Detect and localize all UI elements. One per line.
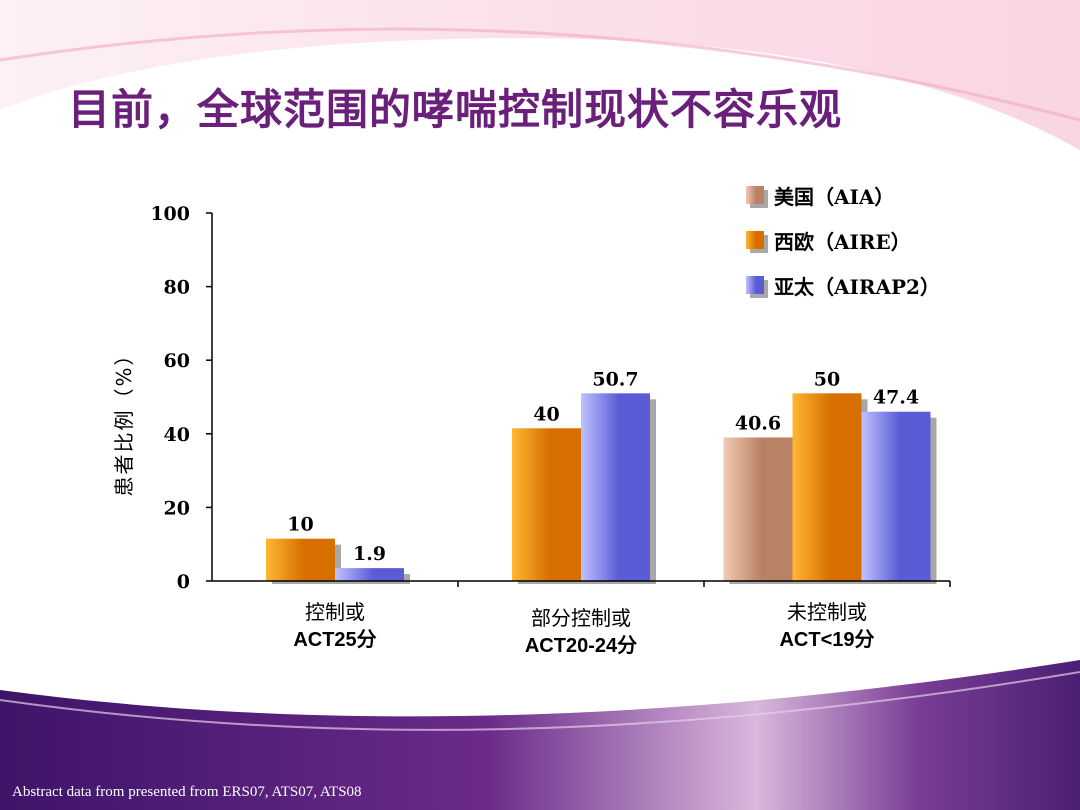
legend-swatch [746,231,764,249]
y-tick-label: 80 [164,277,190,299]
data-label: 40 [533,403,559,425]
legend: 美国（AIA） 西欧（AIRE） 亚太（AIRAP2） [746,185,940,299]
bottom-band-highlight [0,671,1080,731]
x-category-label: 未控制或 ACT<19分 [717,598,937,654]
top-swoosh [0,0,1080,150]
x-category-label: 部分控制或 ACT20-24分 [471,604,691,660]
data-label: 10 [287,514,313,536]
y-tick-label: 60 [164,350,190,372]
legend-label: 亚太（AIRAP2） [774,275,940,299]
bar [335,568,404,581]
y-tick-label: 100 [150,203,190,225]
y-tick-label: 0 [177,571,190,593]
legend-label: 美国（AIA） [774,185,894,209]
data-label: 1.9 [353,543,386,565]
x-category-label-line: ACT20-24分 [524,635,638,657]
x-category-label-line: ACT25分 [293,629,377,651]
data-label: 40.6 [735,412,781,434]
x-category-label-line: 未控制或 [787,600,867,624]
y-axis-label: 患者比例（%） [112,343,136,496]
data-label: 50 [814,368,840,390]
bar [792,393,862,581]
bar [861,411,931,581]
y-tick-label: 40 [164,424,190,446]
x-category-label: 控制或 ACT25分 [225,598,445,654]
legend-label: 西欧（AIRE） [774,230,911,254]
bar [266,538,335,581]
x-category-label-line: 部分控制或 [531,606,631,630]
bar [723,437,793,581]
bar [512,428,581,581]
bar [581,393,650,581]
y-tick-label: 20 [164,497,190,519]
x-category-label-line: 控制或 [305,600,365,624]
footnote: Abstract data from presented from ERS07,… [12,784,362,800]
x-category-label-line: ACT<19分 [779,629,875,651]
top-swoosh-line [0,27,1080,122]
data-label: 47.4 [873,387,919,409]
axes-group: 0 20 40 60 80 100 [150,203,951,593]
legend-swatch [746,276,764,294]
data-label: 50.7 [592,368,638,390]
legend-swatch [746,186,764,204]
bottom-band [0,660,1080,810]
bars-group: 10 1.9 40 50.7 40.6 50 47.4 [266,368,937,584]
slide-title: 目前，全球范围的哮喘控制现状不容乐观 [68,85,843,134]
